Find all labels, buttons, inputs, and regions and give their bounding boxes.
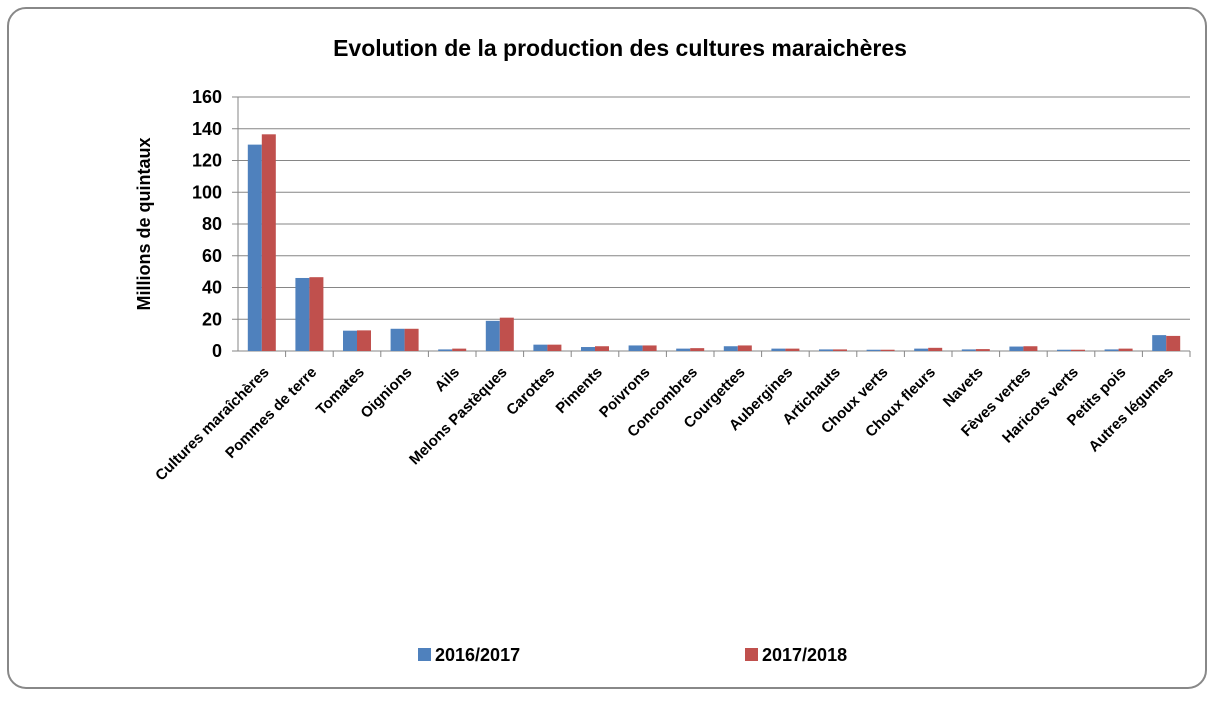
bar [357, 330, 371, 351]
bar [723, 346, 738, 351]
bar [261, 134, 276, 351]
bar [595, 346, 609, 351]
bar [438, 349, 453, 351]
legend-label: 2017/2018 [762, 645, 847, 665]
bar [547, 344, 562, 351]
bar [833, 349, 847, 351]
bar [690, 348, 705, 351]
bar [819, 349, 833, 351]
bar [866, 349, 881, 351]
bar [533, 344, 548, 351]
bar [1057, 349, 1071, 351]
chart-title: Evolution de la production des cultures … [333, 35, 907, 61]
bar [880, 349, 895, 351]
y-tick-label: 120 [192, 151, 222, 171]
bar [928, 347, 943, 351]
y-tick-label: 40 [202, 278, 222, 298]
bar [1023, 346, 1038, 351]
bar [452, 348, 467, 351]
bar [975, 349, 990, 351]
bar [581, 347, 595, 351]
y-tick-label: 160 [192, 87, 222, 107]
y-tick-label: 100 [192, 182, 222, 202]
bar [785, 348, 800, 351]
bar [914, 348, 929, 351]
bar [1166, 335, 1181, 351]
y-tick-label: 80 [202, 214, 222, 234]
bar [642, 345, 657, 351]
bar [676, 348, 691, 351]
bar [1104, 349, 1119, 351]
y-tick-label: 140 [192, 119, 222, 139]
bar [1071, 349, 1085, 351]
legend-swatch [418, 648, 431, 661]
bar [961, 349, 976, 351]
bar [390, 328, 405, 351]
bar [737, 345, 752, 351]
y-axis-label: Millions de quintaux [134, 137, 154, 310]
bar [485, 320, 500, 351]
legend-label: 2016/2017 [435, 645, 520, 665]
bar [295, 277, 310, 351]
bar [309, 277, 324, 351]
bar [247, 144, 262, 351]
bar [1009, 346, 1024, 351]
bar [1152, 335, 1167, 351]
bar [499, 317, 514, 351]
bar [404, 328, 419, 351]
legend-swatch [745, 648, 758, 661]
bar [628, 345, 643, 351]
y-tick-label: 0 [212, 341, 222, 361]
bar [771, 348, 786, 351]
y-tick-label: 60 [202, 246, 222, 266]
bar [1118, 348, 1133, 351]
y-tick-label: 20 [202, 309, 222, 329]
bar [343, 330, 357, 351]
